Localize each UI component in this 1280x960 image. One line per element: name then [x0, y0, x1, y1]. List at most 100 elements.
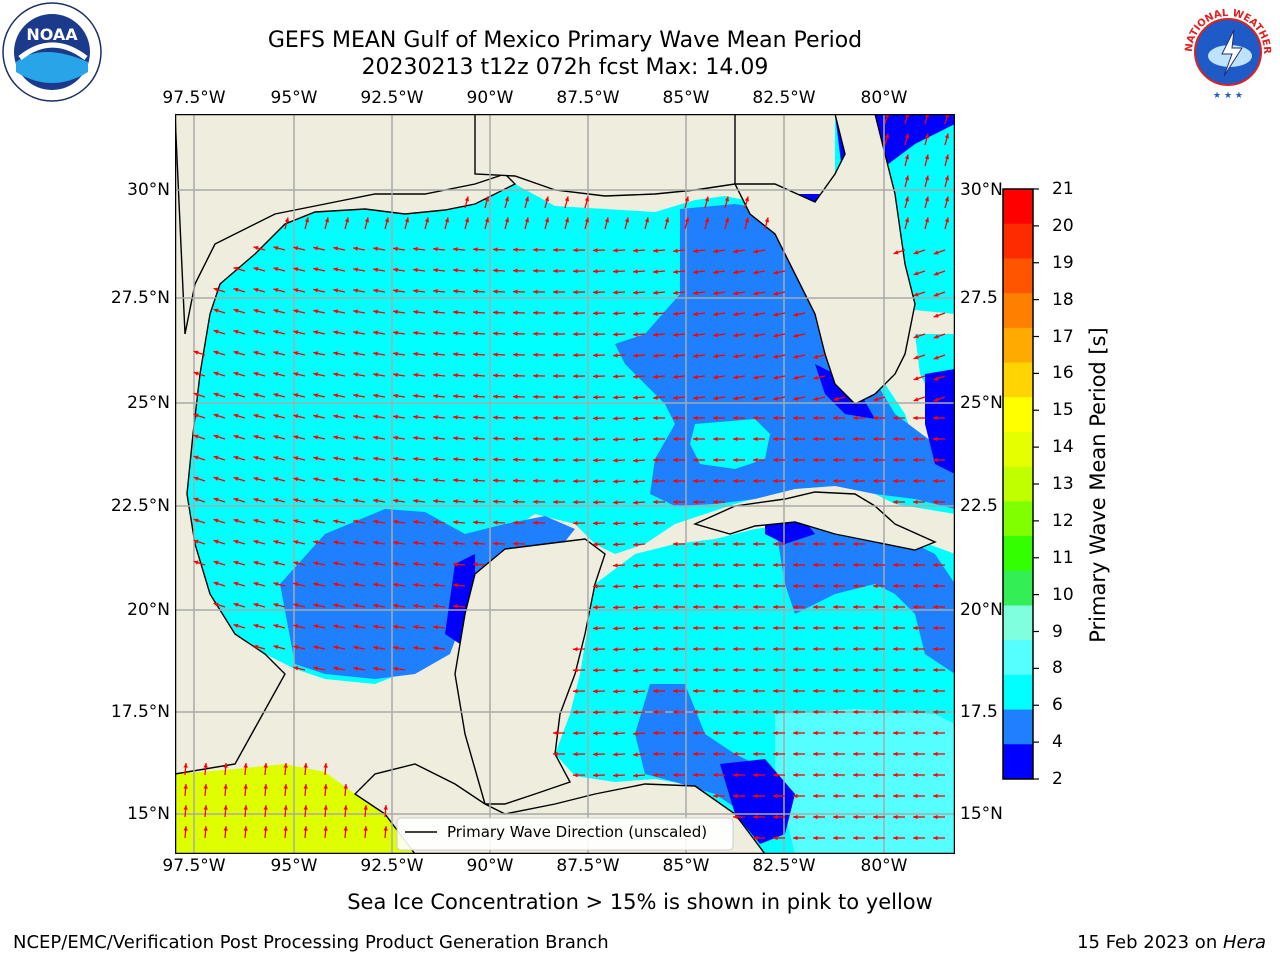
direction-arrow-head: [273, 330, 279, 335]
direction-arrow-head: [793, 354, 799, 359]
direction-arrow-head: [813, 793, 818, 799]
direction-arrow-head: [693, 583, 698, 589]
direction-arrow-head: [673, 604, 678, 610]
direction-arrow-head: [693, 646, 698, 652]
direction-arrow-head: [233, 497, 239, 502]
direction-arrow-head: [393, 309, 398, 315]
direction-arrow-head: [753, 436, 758, 442]
direction-arrow-head: [873, 772, 878, 778]
direction-arrow-head: [233, 518, 239, 523]
direction-arrow-head: [533, 478, 538, 484]
direction-arrow-head: [333, 351, 339, 356]
direction-arrow-head: [504, 196, 510, 202]
colorbar-tick-label: 18: [1052, 289, 1074, 310]
direction-arrow-head: [313, 582, 319, 587]
direction-arrow-head: [473, 331, 478, 336]
direction-arrow-head: [383, 826, 388, 831]
direction-arrow-head: [273, 603, 279, 608]
direction-arrow-head: [773, 396, 779, 401]
direction-arrow-head: [873, 688, 878, 694]
direction-arrow-head: [873, 709, 878, 715]
direction-arrow-head: [183, 826, 188, 831]
direction-arrow-head: [613, 668, 618, 673]
direction-arrow-head: [933, 835, 938, 841]
direction-arrow-head: [533, 268, 538, 274]
direction-arrow-head: [393, 414, 398, 420]
direction-arrow-head: [444, 217, 450, 223]
direction-arrow-head: [533, 310, 538, 316]
direction-arrow-head: [593, 605, 598, 610]
direction-arrow-head: [893, 415, 898, 421]
direction-arrow-head: [713, 353, 718, 359]
direction-arrow-head: [293, 435, 299, 440]
direction-arrow-head: [733, 375, 738, 380]
direction-arrow-head: [213, 413, 219, 418]
direction-arrow-head: [513, 310, 518, 315]
direction-arrow-head: [753, 396, 759, 401]
direction-arrow-head: [924, 175, 930, 181]
direction-arrow-head: [933, 376, 939, 381]
direction-arrow-head: [453, 457, 458, 462]
direction-arrow-head: [293, 456, 299, 461]
direction-arrow-head: [393, 288, 398, 294]
direction-arrow-head: [733, 751, 738, 757]
direction-arrow-head: [873, 667, 878, 673]
direction-arrow-head: [753, 354, 759, 359]
direction-arrow-head: [813, 457, 818, 463]
legend-label: Primary Wave Direction (unscaled): [447, 823, 707, 841]
direction-arrow-head: [873, 436, 878, 442]
direction-arrow-head: [473, 394, 478, 399]
direction-arrow-head: [813, 751, 818, 757]
direction-arrow-head: [773, 688, 778, 694]
direction-arrow-head: [573, 751, 578, 757]
direction-arrow-head: [773, 312, 779, 317]
direction-arrow-head: [193, 413, 199, 418]
direction-arrow-head: [884, 133, 890, 139]
direction-arrow-head: [373, 603, 378, 608]
direction-arrow-head: [373, 477, 378, 482]
direction-arrow-head: [873, 835, 878, 841]
colorbar-tick-label: 9: [1052, 621, 1063, 642]
direction-arrow-head: [853, 688, 858, 694]
direction-arrow-head: [613, 437, 618, 442]
direction-arrow-head: [913, 436, 918, 442]
direction-arrow-head: [413, 477, 418, 483]
direction-arrow-head: [333, 477, 339, 482]
direction-arrow-head: [713, 646, 718, 652]
direction-arrow-head: [713, 395, 718, 401]
direction-arrow-head: [713, 311, 718, 317]
direction-arrow-head: [924, 196, 930, 202]
colorbar-tick-label: 6: [1052, 695, 1063, 716]
direction-arrow-head: [713, 436, 718, 442]
direction-arrow-head: [793, 478, 798, 484]
direction-arrow-head: [604, 217, 610, 223]
direction-arrow-head: [413, 246, 418, 252]
direction-arrow-head: [453, 352, 458, 357]
direction-arrow-head: [893, 478, 898, 484]
direction-arrow-head: [613, 626, 618, 631]
direction-arrow-head: [513, 478, 518, 483]
direction-arrow-head: [243, 805, 248, 810]
deep-7: [720, 759, 795, 844]
direction-arrow-head: [303, 805, 308, 810]
direction-arrow-head: [913, 751, 918, 757]
direction-arrow-head: [553, 331, 558, 337]
direction-arrow-head: [393, 267, 398, 273]
direction-arrow-head: [633, 374, 638, 379]
lat-tick-left: 27.5°N: [110, 288, 170, 308]
direction-arrow-head: [453, 373, 458, 378]
direction-arrow-head: [573, 499, 578, 505]
direction-arrow-head: [333, 498, 339, 503]
direction-arrow-head: [453, 583, 458, 588]
direction-arrow-head: [533, 394, 538, 400]
direction-arrow-head: [493, 457, 498, 462]
direction-arrow-head: [693, 688, 698, 694]
direction-arrow-head: [793, 793, 798, 799]
direction-arrow-head: [393, 498, 398, 504]
direction-arrow-head: [753, 835, 758, 841]
direction-arrow-head: [493, 331, 498, 336]
direction-arrow-head: [933, 436, 938, 442]
lon-tick-bottom: 92.5°W: [360, 856, 424, 876]
direction-arrow-head: [413, 456, 418, 462]
direction-arrow-head: [813, 688, 818, 694]
